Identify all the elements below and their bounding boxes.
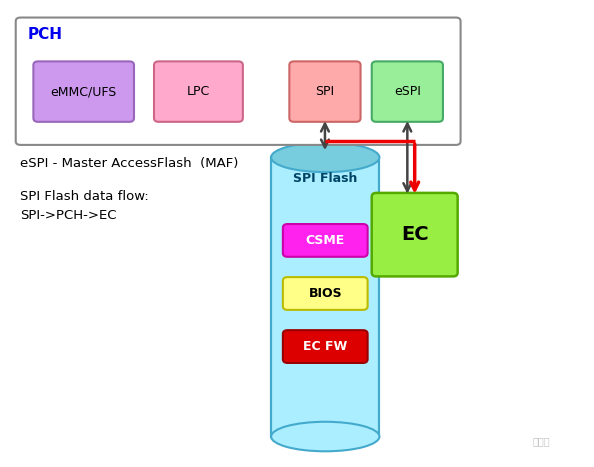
FancyBboxPatch shape bbox=[283, 330, 368, 363]
Text: EC: EC bbox=[401, 225, 428, 244]
Text: eSPI - Master AccessFlash  (MAF): eSPI - Master AccessFlash (MAF) bbox=[20, 157, 239, 170]
Text: 吜蜗玩: 吜蜗玩 bbox=[532, 436, 550, 446]
FancyBboxPatch shape bbox=[15, 18, 460, 145]
FancyBboxPatch shape bbox=[283, 277, 368, 310]
Ellipse shape bbox=[271, 142, 380, 172]
Text: SPI Flash: SPI Flash bbox=[293, 172, 358, 184]
FancyBboxPatch shape bbox=[372, 193, 457, 276]
Text: SPI: SPI bbox=[315, 85, 334, 98]
Text: eSPI: eSPI bbox=[394, 85, 421, 98]
Text: SPI Flash data flow:
SPI->PCH->EC: SPI Flash data flow: SPI->PCH->EC bbox=[20, 190, 149, 222]
Text: eMMC/UFS: eMMC/UFS bbox=[50, 85, 117, 98]
Text: PCH: PCH bbox=[27, 27, 62, 42]
FancyBboxPatch shape bbox=[154, 61, 243, 122]
FancyBboxPatch shape bbox=[283, 224, 368, 257]
Ellipse shape bbox=[271, 422, 380, 451]
Text: BIOS: BIOS bbox=[308, 287, 342, 300]
FancyBboxPatch shape bbox=[372, 61, 443, 122]
Text: CSME: CSME bbox=[306, 234, 345, 247]
Text: LPC: LPC bbox=[187, 85, 210, 98]
FancyBboxPatch shape bbox=[289, 61, 361, 122]
Text: EC FW: EC FW bbox=[303, 340, 347, 353]
FancyBboxPatch shape bbox=[33, 61, 134, 122]
FancyBboxPatch shape bbox=[271, 157, 380, 437]
